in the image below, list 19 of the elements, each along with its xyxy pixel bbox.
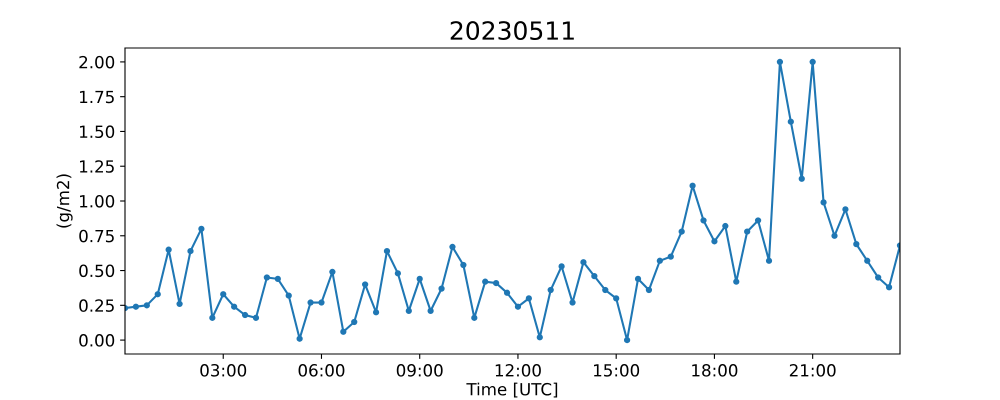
y-tick-label: 0.75 [79,230,114,242]
y-tick-label: 1.50 [80,125,114,138]
y-tick-label: 0.50 [79,264,114,278]
x-axis-title: Time [UTC] [466,382,558,398]
y-tick-label: 1.75 [80,90,114,104]
x-tick-label: 15:00 [594,364,640,377]
y-tick-label: 1.00 [80,194,114,208]
x-tick-label: 06:00 [298,364,344,377]
y-tick-label: 2.00 [79,56,114,68]
x-tick-label: 18:00 [692,364,738,377]
x-tick-label: 09:00 [396,364,443,377]
y-axis-title: (g/m2) [56,174,73,228]
y-tick-label: 0.00 [79,334,114,347]
x-tick-label: 12:00 [496,364,541,377]
chart-title: 20230511 [450,21,574,40]
y-tick-label: 1.25 [80,160,114,173]
x-tick-label: 21:00 [790,364,836,377]
y-tick-label: 0.25 [79,299,114,312]
x-tick-label: 03:00 [200,364,246,377]
